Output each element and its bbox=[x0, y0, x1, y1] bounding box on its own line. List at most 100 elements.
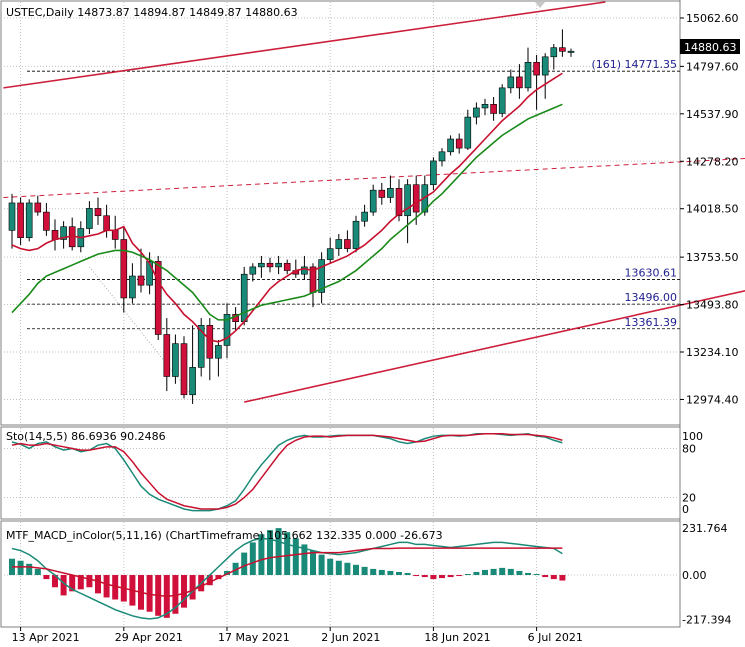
candle-body bbox=[34, 202, 42, 213]
moving-averages bbox=[11, 72, 563, 343]
price-tick-label: 13753.50 bbox=[686, 251, 739, 264]
current-price-badge bbox=[680, 39, 740, 54]
candle-body bbox=[180, 343, 188, 396]
candle-body bbox=[455, 138, 463, 149]
macd-histogram-bar bbox=[490, 568, 497, 576]
candle-body bbox=[541, 56, 549, 76]
price-tick-label: 13234.10 bbox=[686, 346, 739, 359]
macd-histogram-bar bbox=[77, 575, 84, 590]
macd-histogram-bar bbox=[189, 575, 196, 600]
macd-histogram-bar bbox=[26, 563, 33, 576]
macd-histogram-bar bbox=[267, 530, 273, 576]
candle-body bbox=[8, 202, 16, 231]
macd-histogram-bar bbox=[284, 532, 291, 576]
macd-histogram-bar bbox=[310, 550, 316, 576]
candle-body bbox=[438, 151, 446, 162]
macd-histogram-bar bbox=[353, 564, 359, 576]
candle-body bbox=[326, 248, 334, 260]
main-panel-frame bbox=[0, 0, 681, 426]
macd-histogram-bar bbox=[507, 568, 514, 576]
macd-histogram-bar bbox=[181, 575, 187, 608]
macd-histogram-bar bbox=[396, 571, 402, 576]
candle-body bbox=[464, 116, 472, 149]
main-chart-title: USTEC,Daily 14873.87 14894.87 14849.87 1… bbox=[6, 6, 298, 19]
chart-shift-marker[interactable] bbox=[535, 2, 545, 8]
candle-body bbox=[111, 230, 119, 240]
macd-histogram-bar bbox=[241, 552, 248, 576]
candle-body bbox=[266, 262, 274, 268]
horizontal-levels: (161) 14771.35 13630.61 13496.00 13361.39 bbox=[27, 58, 680, 330]
macd-tick-label: 0.00 bbox=[682, 569, 707, 582]
stochastic-tick-label: 80 bbox=[682, 442, 696, 455]
macd-histogram-bar bbox=[499, 567, 506, 576]
candle-body bbox=[378, 189, 386, 198]
macd-title: MTF_MACD_inColor(5,11,16) (ChartTimefram… bbox=[6, 529, 443, 542]
macd-macd-line bbox=[11, 537, 563, 620]
price-tick-label: 13493.80 bbox=[686, 299, 739, 312]
macd-signal-line bbox=[12, 547, 563, 598]
candle-body bbox=[154, 261, 162, 335]
stochastic-lines bbox=[11, 432, 563, 512]
candle-body bbox=[481, 104, 489, 109]
macd-histogram-bar bbox=[112, 575, 119, 600]
macd-histogram-bar bbox=[516, 570, 523, 576]
macd-histogram-bar bbox=[172, 575, 179, 614]
macd-plot bbox=[9, 528, 566, 620]
macd-histogram-bar bbox=[335, 560, 342, 576]
candle-body bbox=[516, 76, 523, 89]
candle-body bbox=[361, 211, 368, 222]
macd-histogram-bar bbox=[60, 575, 67, 596]
candle-body bbox=[335, 239, 343, 249]
candle-body bbox=[404, 184, 411, 217]
macd-histogram-bar bbox=[327, 558, 334, 576]
macd-histogram-bar bbox=[17, 560, 24, 576]
macd-histogram-bar bbox=[361, 566, 368, 576]
macd-histogram-bar bbox=[456, 575, 463, 577]
candle-body bbox=[301, 266, 308, 275]
macd-histogram-bar bbox=[292, 538, 299, 576]
time-tick-label: 6 Jul 2021 bbox=[528, 631, 583, 644]
candle-body bbox=[275, 262, 282, 268]
candle-body bbox=[559, 47, 566, 52]
macd-histogram-bar bbox=[533, 574, 540, 576]
candle-body bbox=[137, 275, 145, 286]
macd-histogram-bar bbox=[344, 562, 351, 576]
time-tick-label: 29 Apr 2021 bbox=[115, 631, 183, 644]
macd-histogram-bar bbox=[52, 575, 58, 588]
macd-histogram-bar bbox=[421, 575, 428, 578]
macd-histogram-bar bbox=[370, 568, 377, 576]
stochastic-tick-label: 20 bbox=[682, 492, 696, 505]
candle-body bbox=[567, 50, 575, 53]
macd-histogram-bar bbox=[34, 568, 41, 576]
candle-body bbox=[163, 334, 171, 377]
price-tick-label: 14278.20 bbox=[686, 155, 739, 168]
candle-body bbox=[430, 160, 437, 185]
candle-body bbox=[103, 215, 110, 231]
candle-body bbox=[412, 184, 420, 213]
price-level-label: (161) 14771.35 bbox=[591, 58, 677, 71]
macd-histogram-bar bbox=[215, 575, 222, 580]
macd-histogram-bar bbox=[258, 534, 265, 576]
stochastic-tick-label: 100 bbox=[682, 430, 703, 443]
candle-body bbox=[172, 343, 179, 377]
candle-body bbox=[395, 188, 403, 217]
candle-body bbox=[60, 226, 67, 240]
candle-body bbox=[86, 208, 93, 229]
candle-body bbox=[129, 275, 136, 299]
candle-body bbox=[189, 367, 196, 396]
macd-histogram-bar bbox=[447, 575, 454, 578]
time-tick-label: 17 May 2021 bbox=[218, 631, 290, 644]
price-level-label: 13496.00 bbox=[625, 291, 678, 304]
macd-histogram-bar bbox=[206, 575, 213, 586]
candle-body bbox=[258, 262, 265, 268]
macd-histogram-bar bbox=[232, 562, 239, 576]
candle-body bbox=[550, 47, 558, 58]
trend-lines bbox=[3, 1, 745, 403]
macd-histogram-bar bbox=[69, 575, 76, 592]
macd-histogram-bar bbox=[249, 542, 256, 576]
candle-body bbox=[94, 208, 102, 217]
macd-histogram-bar bbox=[473, 571, 480, 576]
macd-histogram-bar bbox=[559, 575, 566, 581]
macd-histogram-bar bbox=[301, 544, 308, 576]
price-axis: 15062.60 14797.60 14537.90 14278.20 14018.50… bbox=[680, 12, 739, 626]
